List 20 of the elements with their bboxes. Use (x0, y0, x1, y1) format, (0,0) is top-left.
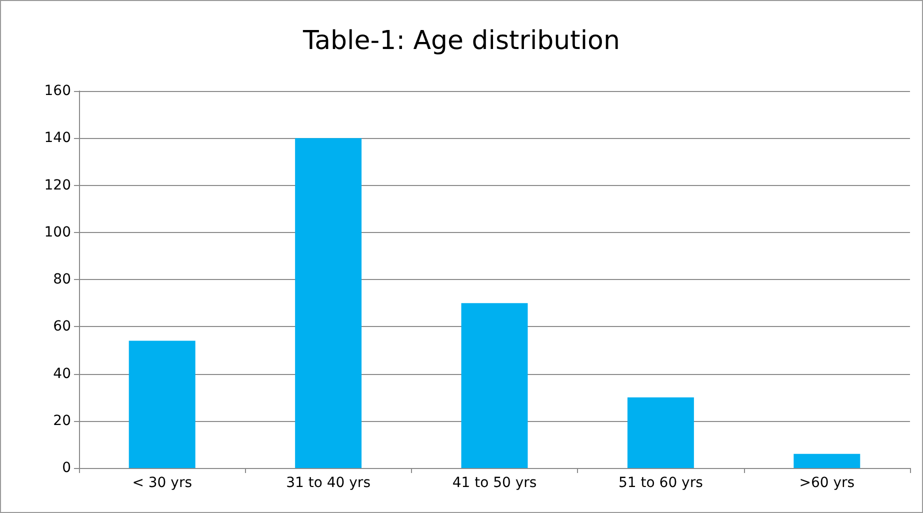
x-tick-label: 41 to 50 yrs (452, 475, 537, 491)
y-tick-label: 120 (44, 177, 71, 194)
y-tick-label: 40 (53, 366, 71, 382)
y-tick-label: 20 (53, 412, 71, 429)
x-tick-label: 51 to 60 yrs (618, 475, 703, 491)
x-tick-label: >60 yrs (799, 475, 855, 491)
y-tick-label: 140 (44, 130, 71, 146)
y-tick-label: 100 (44, 224, 71, 240)
bar (627, 397, 694, 468)
y-tick-label: 60 (53, 318, 71, 335)
bar (295, 138, 362, 468)
chart-title: Table-1: Age distribution (302, 26, 620, 56)
bar (794, 454, 860, 468)
bar (128, 340, 196, 468)
y-tick-label: 0 (62, 460, 71, 476)
x-tick-label: < 30 yrs (132, 475, 192, 491)
x-tick-label: 31 to 40 yrs (286, 475, 370, 491)
y-tick-label: 80 (53, 272, 71, 288)
bar (461, 303, 528, 468)
y-tick-label: 160 (44, 83, 71, 99)
